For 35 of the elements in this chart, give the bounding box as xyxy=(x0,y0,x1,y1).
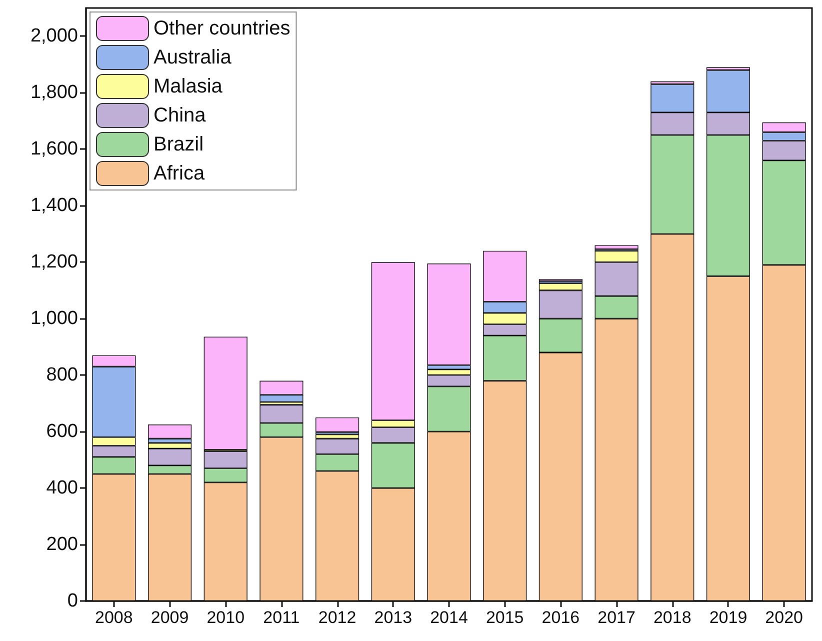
bar xyxy=(594,245,638,250)
x-tick-label: 2011 xyxy=(263,608,300,627)
y-tick-label: 400 xyxy=(46,478,78,499)
legend-label: Other countries xyxy=(154,18,290,40)
y-tick-label: 600 xyxy=(46,421,78,442)
y-tick-label: 1,200 xyxy=(30,252,78,273)
x-tick-label: 2017 xyxy=(598,608,636,627)
x-tick-label: 2019 xyxy=(709,608,748,627)
bar xyxy=(316,417,360,432)
legend-label: Malasia xyxy=(154,76,224,98)
bar xyxy=(148,424,192,439)
x-tick-label: 2015 xyxy=(486,608,524,627)
x-tick-label: 2013 xyxy=(374,608,412,627)
y-tick-label: 1,400 xyxy=(30,195,78,216)
x-tick-label: 2010 xyxy=(206,608,245,627)
legend-label: Australia xyxy=(154,46,232,68)
y-tick-label: 800 xyxy=(46,364,78,386)
y-tick-label: 200 xyxy=(46,534,78,556)
x-tick-label: 2016 xyxy=(542,608,580,627)
x-tick-label: 2009 xyxy=(150,608,189,627)
legend-label: Brazil xyxy=(154,134,204,156)
y-tick-label: 0 xyxy=(67,590,78,612)
x-tick-label: 2012 xyxy=(318,608,356,627)
bar xyxy=(427,264,471,366)
y-tick-label: 2,000 xyxy=(30,26,78,47)
legend-label: China xyxy=(154,104,207,126)
y-tick-label: 1,000 xyxy=(30,308,78,330)
y-tick-label: 1,800 xyxy=(30,82,78,104)
x-tick-label: 2018 xyxy=(653,608,692,627)
legend-label: Africa xyxy=(154,162,206,184)
x-tick-label: 2020 xyxy=(765,608,803,627)
x-tick-label: 2008 xyxy=(95,608,133,627)
bar xyxy=(204,336,248,450)
x-tick-label: 2014 xyxy=(430,608,468,627)
y-tick-label: 1,600 xyxy=(30,138,78,160)
